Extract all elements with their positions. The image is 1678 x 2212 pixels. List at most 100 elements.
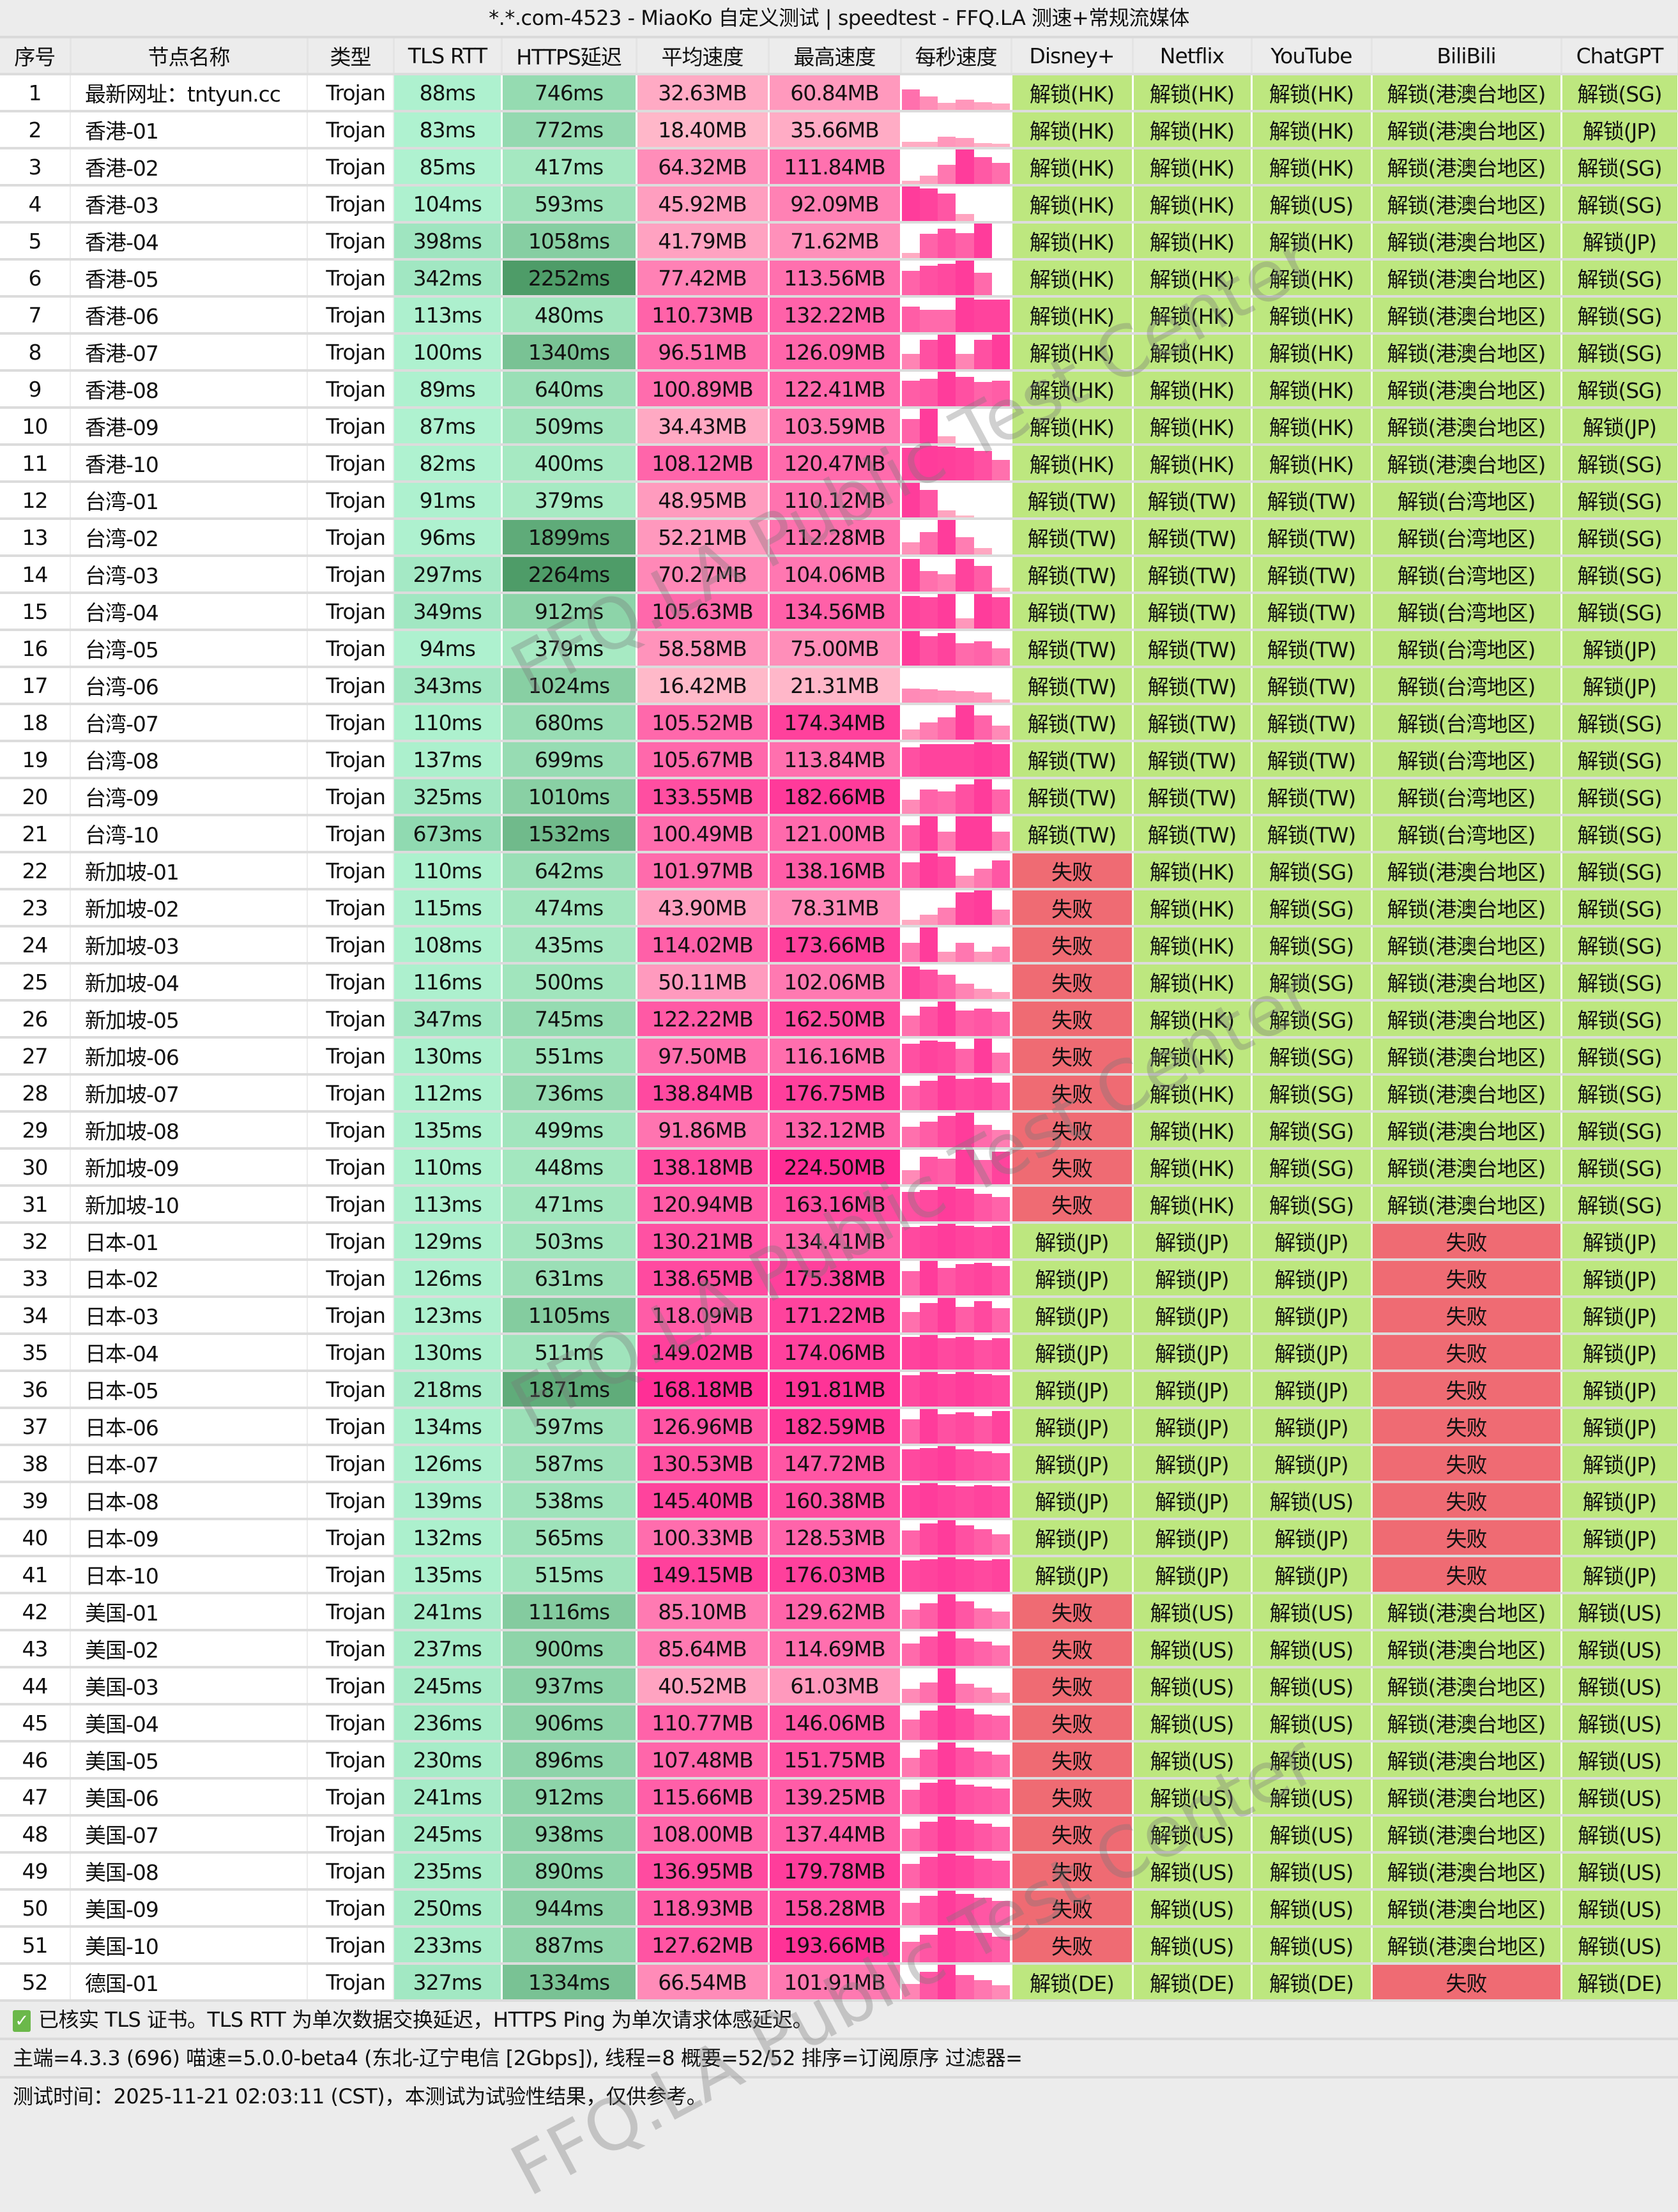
table-row[interactable]: 3 香港-02 Trojan 85ms 417ms 64.32MB 111.84MB 解锁(H…	[0, 148, 1678, 187]
col-header-bilibili[interactable]: BiliBili	[1371, 38, 1562, 75]
node-name-cell: 新加坡-02	[70, 889, 308, 927]
max-speed-cell: 191.81MB	[768, 1371, 902, 1409]
chatgpt-status-cell: 解锁(US)	[1561, 1593, 1678, 1631]
table-row[interactable]: 29 新加坡-08 Trojan 135ms 499ms 91.86MB 132.12MB 失…	[0, 1111, 1678, 1150]
table-row[interactable]: 28 新加坡-07 Trojan 112ms 736ms 138.84MB 176.75MB…	[0, 1074, 1678, 1113]
table-row[interactable]: 27 新加坡-06 Trojan 130ms 551ms 97.50MB 116.16MB 失…	[0, 1037, 1678, 1076]
col-header-max-speed[interactable]: 最高速度	[768, 38, 902, 75]
per-second-speed-sparkline	[901, 74, 1012, 112]
node-name-cell: 美国-01	[70, 1593, 308, 1631]
sparkline-bar	[919, 744, 938, 775]
table-row[interactable]: 46 美国-05 Trojan 230ms 896ms 107.48MB 151.75MB 失…	[0, 1741, 1678, 1780]
table-row[interactable]: 9 香港-08 Trojan 89ms 640ms 100.89MB 122.41MB 解锁(…	[0, 370, 1678, 409]
col-header-netflix[interactable]: Netflix	[1133, 38, 1253, 75]
tls-rtt-cell: 139ms	[393, 1482, 503, 1520]
table-row[interactable]: 52 德国-01 Trojan 327ms 1334ms 66.54MB 101.91MB 解…	[0, 1964, 1678, 2002]
col-header-per-second-speed[interactable]: 每秒速度	[901, 38, 1012, 75]
type-cell: Trojan	[307, 1593, 394, 1631]
table-row[interactable]: 19 台湾-08 Trojan 137ms 699ms 105.67MB 113.84MB 解…	[0, 741, 1678, 779]
chatgpt-status-cell: 解锁(SG)	[1561, 333, 1678, 372]
sparkline-bar	[901, 1689, 920, 1702]
col-header-disney[interactable]: Disney+	[1011, 38, 1134, 75]
table-row[interactable]: 8 香港-07 Trojan 100ms 1340ms 96.51MB 126.09MB 解锁…	[0, 333, 1678, 372]
table-row[interactable]: 30 新加坡-09 Trojan 110ms 448ms 138.18MB 224.50MB…	[0, 1148, 1678, 1187]
table-row[interactable]: 33 日本-02 Trojan 126ms 631ms 138.65MB 175.38MB 解…	[0, 1260, 1678, 1298]
disney-status-cell: 失败	[1011, 1815, 1134, 1854]
col-header-avg-speed[interactable]: 平均速度	[636, 38, 770, 75]
table-row[interactable]: 18 台湾-07 Trojan 110ms 680ms 105.52MB 174.34MB 解…	[0, 704, 1678, 742]
table-row[interactable]: 51 美国-10 Trojan 233ms 887ms 127.62MB 193.66MB 失…	[0, 1926, 1678, 1965]
sparkline-bar	[973, 102, 993, 109]
sparkline-bar	[956, 515, 974, 516]
table-row[interactable]: 16 台湾-05 Trojan 94ms 379ms 58.58MB 75.00MB 解锁(T…	[0, 630, 1678, 668]
table-row[interactable]: 44 美国-03 Trojan 245ms 937ms 40.52MB 61.03MB 失败解…	[0, 1667, 1678, 1705]
sparkline-bar	[901, 1864, 920, 1887]
table-row[interactable]: 49 美国-08 Trojan 235ms 890ms 136.95MB 179.78MB 失…	[0, 1852, 1678, 1891]
type-cell: Trojan	[307, 1074, 394, 1113]
table-row[interactable]: 37 日本-06 Trojan 134ms 597ms 126.96MB 182.59MB 解…	[0, 1408, 1678, 1446]
table-row[interactable]: 35 日本-04 Trojan 130ms 511ms 149.02MB 174.06MB 解…	[0, 1334, 1678, 1372]
table-row[interactable]: 14 台湾-03 Trojan 297ms 2264ms 70.27MB 104.06MB 解…	[0, 556, 1678, 594]
index-cell: 51	[0, 1926, 71, 1965]
https-latency-cell: 379ms	[501, 630, 637, 668]
max-speed-cell: 171.22MB	[768, 1297, 902, 1335]
col-header-chatgpt[interactable]: ChatGPT	[1561, 38, 1678, 75]
sparkline-bars	[901, 631, 1009, 664]
table-row[interactable]: 13 台湾-02 Trojan 96ms 1899ms 52.21MB 112.28MB 解锁…	[0, 519, 1678, 557]
table-row[interactable]: 36 日本-05 Trojan 218ms 1871ms 168.18MB 191.81MB…	[0, 1371, 1678, 1409]
table-row[interactable]: 47 美国-06 Trojan 241ms 912ms 115.66MB 139.25MB 失…	[0, 1778, 1678, 1817]
per-second-speed-sparkline	[901, 1186, 1012, 1224]
table-row[interactable]: 21 台湾-10 Trojan 673ms 1532ms 100.49MB 121.00MB…	[0, 815, 1678, 853]
https-latency-cell: 640ms	[501, 370, 637, 409]
table-row[interactable]: 31 新加坡-10 Trojan 113ms 471ms 120.94MB 163.16MB…	[0, 1186, 1678, 1224]
table-row[interactable]: 4 香港-03 Trojan 104ms 593ms 45.92MB 92.09MB 解锁(H…	[0, 185, 1678, 224]
col-header-index[interactable]: 序号	[0, 38, 72, 75]
table-row[interactable]: 5 香港-04 Trojan 398ms 1058ms 41.79MB 71.62MB 解锁(…	[0, 222, 1678, 261]
bilibili-status-cell: 解锁(港澳台地区)	[1371, 852, 1562, 890]
youtube-status-cell: 解锁(SG)	[1251, 852, 1373, 890]
table-row[interactable]: 6 香港-05 Trojan 342ms 2252ms 77.42MB 113.56MB 解锁…	[0, 259, 1678, 298]
table-row[interactable]: 38 日本-07 Trojan 126ms 587ms 130.53MB 147.72MB 解…	[0, 1445, 1678, 1483]
table-row[interactable]: 26 新加坡-05 Trojan 347ms 745ms 122.22MB 162.50MB…	[0, 1000, 1678, 1039]
table-row[interactable]: 40 日本-09 Trojan 132ms 565ms 100.33MB 128.53MB 解…	[0, 1519, 1678, 1557]
table-row[interactable]: 48 美国-07 Trojan 245ms 938ms 108.00MB 137.44MB 失…	[0, 1815, 1678, 1854]
table-row[interactable]: 24 新加坡-03 Trojan 108ms 435ms 114.02MB 173.66MB…	[0, 926, 1678, 965]
table-row[interactable]: 25 新加坡-04 Trojan 116ms 500ms 50.11MB 102.06MB 失…	[0, 963, 1678, 1002]
sparkline-bars	[901, 1965, 1009, 1998]
col-header-youtube[interactable]: YouTube	[1251, 38, 1373, 75]
sparkline-bar	[919, 1483, 938, 1516]
table-row[interactable]: 50 美国-09 Trojan 250ms 944ms 118.93MB 158.28MB 失…	[0, 1889, 1678, 1928]
table-row[interactable]: 22 新加坡-01 Trojan 110ms 642ms 101.97MB 138.16MB…	[0, 852, 1678, 890]
netflix-status-cell: 解锁(HK)	[1133, 1186, 1253, 1224]
table-row[interactable]: 10 香港-09 Trojan 87ms 509ms 34.43MB 103.59MB 解锁(…	[0, 408, 1678, 446]
table-row[interactable]: 42 美国-01 Trojan 241ms 1116ms 85.10MB 129.62MB 失…	[0, 1593, 1678, 1631]
sparkline-bar	[901, 747, 920, 775]
tls-rtt-cell: 85ms	[393, 148, 503, 187]
table-row[interactable]: 1 最新网址：tntyun.cc Trojan 88ms 746ms 32.63MB 60.…	[0, 74, 1678, 112]
table-row[interactable]: 11 香港-10 Trojan 82ms 400ms 108.12MB 120.47MB 解锁…	[0, 445, 1678, 483]
table-row[interactable]: 7 香港-06 Trojan 113ms 480ms 110.73MB 132.22MB 解锁…	[0, 296, 1678, 335]
table-row[interactable]: 12 台湾-01 Trojan 91ms 379ms 48.95MB 110.12MB 解锁(…	[0, 482, 1678, 520]
col-header-tls-rtt[interactable]: TLS RTT	[393, 38, 503, 75]
col-header-https-latency[interactable]: HTTPS延迟	[501, 38, 637, 75]
sparkline-bar	[901, 1560, 920, 1590]
table-row[interactable]: 2 香港-01 Trojan 83ms 772ms 18.40MB 35.66MB 解锁(HK…	[0, 111, 1678, 149]
table-row[interactable]: 23 新加坡-02 Trojan 115ms 474ms 43.90MB 78.31MB 失败…	[0, 889, 1678, 927]
table-row[interactable]: 41 日本-10 Trojan 135ms 515ms 149.15MB 176.03MB 解…	[0, 1556, 1678, 1594]
table-row[interactable]: 15 台湾-04 Trojan 349ms 912ms 105.63MB 134.56MB 解…	[0, 593, 1678, 631]
max-speed-cell: 113.84MB	[768, 741, 902, 779]
table-row[interactable]: 32 日本-01 Trojan 129ms 503ms 130.21MB 134.41MB 解…	[0, 1223, 1678, 1261]
table-row[interactable]: 20 台湾-09 Trojan 325ms 1010ms 133.55MB 182.66MB…	[0, 778, 1678, 816]
table-row[interactable]: 34 日本-03 Trojan 123ms 1105ms 118.09MB 171.22MB…	[0, 1297, 1678, 1335]
type-cell: Trojan	[307, 1445, 394, 1483]
table-row[interactable]: 17 台湾-06 Trojan 343ms 1024ms 16.42MB 21.31MB 解锁…	[0, 667, 1678, 705]
netflix-status-cell: 解锁(TW)	[1133, 667, 1253, 705]
per-second-speed-sparkline	[901, 111, 1012, 149]
col-header-node-name[interactable]: 节点名称	[70, 38, 309, 75]
table-row[interactable]: 39 日本-08 Trojan 139ms 538ms 145.40MB 160.38MB 解…	[0, 1482, 1678, 1520]
table-row[interactable]: 43 美国-02 Trojan 237ms 900ms 85.64MB 114.69MB 失败…	[0, 1630, 1678, 1668]
table-row[interactable]: 45 美国-04 Trojan 236ms 906ms 110.77MB 146.06MB 失…	[0, 1704, 1678, 1743]
sparkline-bar	[938, 1817, 956, 1850]
col-header-type[interactable]: 类型	[307, 38, 395, 75]
max-speed-cell: 78.31MB	[768, 889, 902, 927]
